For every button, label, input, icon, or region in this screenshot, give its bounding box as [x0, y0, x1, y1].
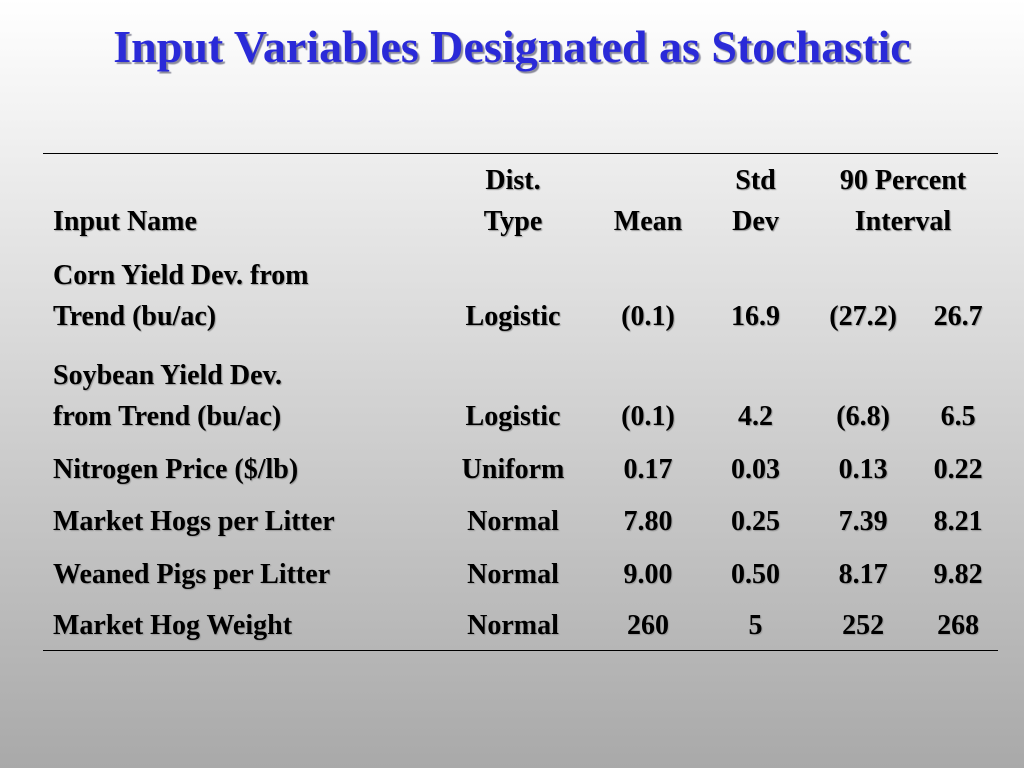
table-cell: 8.21 [933, 505, 983, 537]
table-cell: 0.22 [933, 453, 983, 485]
table-cell: 260 [627, 610, 669, 641]
header-cell: Std Dev [732, 164, 779, 237]
table-cell: 9.82 [933, 558, 983, 590]
table-cell: (27.2) [829, 300, 897, 332]
table-cell: 16.9 [731, 300, 780, 332]
table-cell: 7.80 [623, 505, 673, 537]
table-cell: Logistic [465, 400, 561, 432]
table-cell: 0.03 [731, 453, 780, 485]
table-cell: (0.1) [621, 400, 675, 432]
table-cell: Logistic [465, 300, 561, 332]
table-cell: Corn Yield Dev. from Trend (bu/ac) [53, 259, 309, 332]
table-cell: 9.00 [623, 558, 673, 590]
table-cell: Market Hogs per Litter [53, 505, 335, 537]
table-row: Soybean Yield Dev. from Trend (bu/ac) Log… [43, 341, 998, 441]
header-cell: Mean [613, 205, 683, 237]
slide-title: Input Variables Designated as Stochastic [113, 21, 911, 72]
table-row: Nitrogen Price ($/lb) Uniform 0.17 0.03 0.13… [43, 441, 998, 494]
header-cell: Input Name [53, 205, 197, 237]
header-cell: 90 Percent Interval [839, 164, 967, 237]
table-cell: Market Hog Weight [53, 610, 293, 641]
table-cell: 0.17 [623, 453, 673, 485]
table-cell: Nitrogen Price ($/lb) [53, 453, 299, 485]
table-cell: (0.1) [621, 300, 675, 332]
table-row: Market Hogs per Litter Normal 7.80 0.25 7.39… [43, 494, 998, 546]
table-cell: 6.5 [940, 400, 976, 432]
table-cell: 5 [748, 610, 763, 641]
table-cell: 8.17 [838, 558, 888, 590]
table-cell: 4.2 [738, 400, 773, 432]
table-cell: Uniform [461, 453, 565, 485]
table-cell: Weaned Pigs per Litter [53, 558, 331, 590]
table-cell: 26.7 [933, 300, 983, 332]
table-cell: 0.13 [838, 453, 888, 485]
header-cell: Dist. Type [483, 164, 543, 237]
table-cell: Soybean Yield Dev. from Trend (bu/ac) [53, 359, 282, 432]
table-row: Market Hog Weight Normal 260 5 252 268 [43, 599, 998, 651]
header-row: Input Name Dist. Type Mean Std Dev 90 Percen… [43, 154, 998, 246]
table-cell: Normal [467, 505, 559, 537]
table-cell: (6.8) [836, 400, 890, 432]
table-cell: Normal [467, 558, 559, 590]
table-cell: 0.50 [731, 558, 780, 590]
data-table: Input Name Dist. Type Mean Std Dev 90 Percen… [43, 153, 998, 651]
table-cell: 252 [842, 610, 885, 641]
table-row: Weaned Pigs per Litter Normal 9.00 0.50 8.17… [43, 546, 998, 599]
table-cell: 0.25 [731, 505, 780, 537]
table-row: Corn Yield Dev. from Trend (bu/ac) Logist… [43, 246, 998, 341]
table-cell: 7.39 [838, 505, 888, 537]
table-cell: Normal [467, 610, 559, 641]
table-cell: 268 [937, 610, 980, 641]
